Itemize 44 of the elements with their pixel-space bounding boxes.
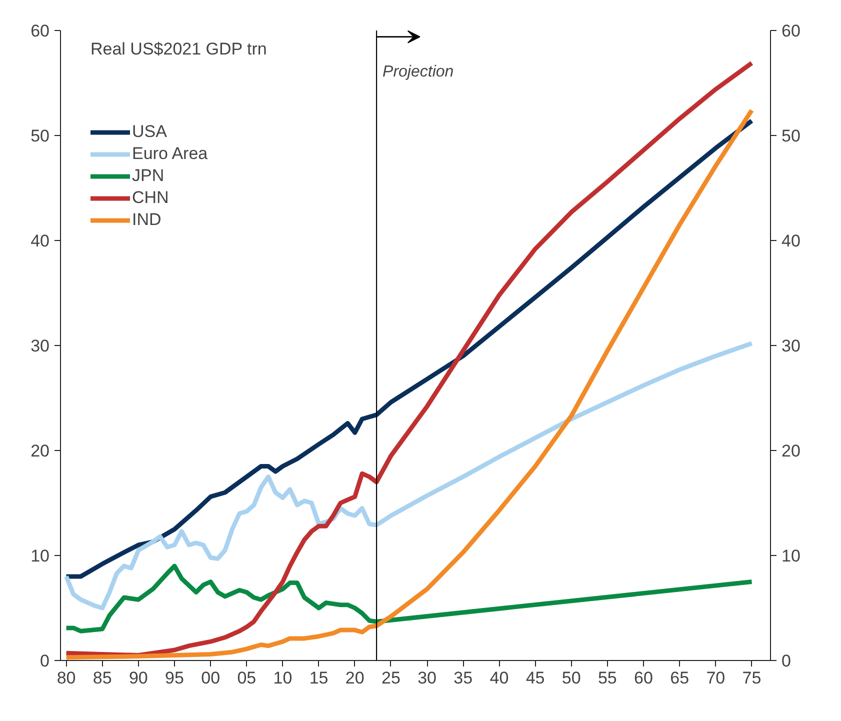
line-series: [64, 564, 754, 634]
text: Real US$2021 GDP trn: [90, 40, 267, 58]
ref-line-label: Projection: [382, 64, 454, 80]
x-tick-label: 30: [418, 668, 437, 688]
y-tick-label: 30: [30, 336, 50, 356]
legend-label: Euro Area: [132, 144, 208, 164]
y2-tick-label: 60: [782, 22, 800, 40]
x-tick-label: 95: [165, 668, 184, 688]
legend-label: CHN: [132, 188, 169, 208]
x-tick-label: 90: [128, 668, 148, 688]
y-tick-label: 20: [30, 442, 50, 460]
y-tick-label: 0: [40, 652, 50, 670]
y2-tick-label: 40: [782, 232, 800, 250]
x-tick-label: 15: [309, 668, 328, 688]
x-tick-label: 00: [201, 668, 220, 688]
x-tick-label: 55: [598, 668, 617, 688]
x-tick-label: 75: [742, 668, 762, 688]
x-tick-label: 45: [526, 668, 545, 688]
y-tick-label: 60: [30, 22, 50, 40]
x-tick-label: 10: [273, 668, 292, 688]
legend-label: USA: [132, 122, 167, 142]
legend-label: JPN: [132, 166, 164, 186]
x-tick-label: 50: [562, 668, 581, 688]
x-tick-label: 20: [345, 668, 364, 688]
y2-tick-label: 20: [782, 442, 800, 460]
y2-tick-label: 50: [782, 126, 800, 146]
y-tick-label: 40: [30, 232, 50, 250]
y2-tick-label: 0: [782, 652, 791, 670]
y-tick-label: 50: [30, 126, 50, 146]
legend-label: IND: [132, 210, 162, 230]
line-series: [64, 341, 754, 610]
line-series: [64, 118, 754, 579]
x-tick-label: 85: [92, 668, 112, 688]
x-tick-label: 25: [382, 668, 400, 688]
x-tick-label: 70: [706, 668, 726, 688]
x-tick-label: 80: [56, 668, 76, 688]
x-tick-label: 60: [634, 668, 653, 688]
x-tick-label: 40: [490, 668, 509, 688]
x-tick-label: 05: [237, 668, 256, 688]
y2-tick-label: 30: [782, 336, 800, 356]
x-tick-label: 65: [670, 668, 690, 688]
y2-tick-label: 10: [782, 546, 800, 566]
x-tick-label: 35: [454, 668, 473, 688]
y-tick-label: 10: [30, 546, 50, 566]
